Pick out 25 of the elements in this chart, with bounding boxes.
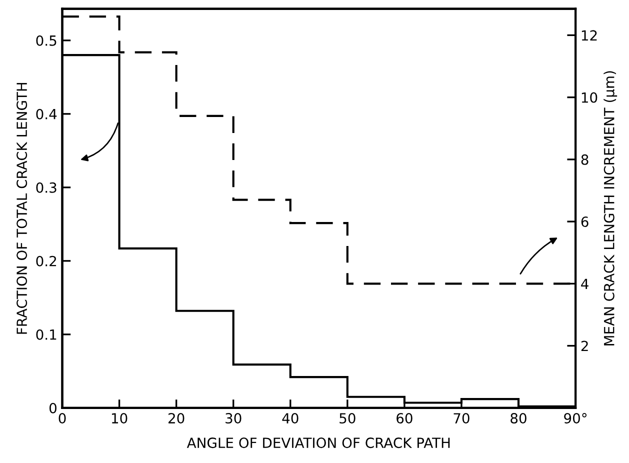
x-tick-label: 20 bbox=[168, 413, 184, 424]
y-axis-title: FRACTION OF TOTAL CRACK LENGTH bbox=[16, 82, 28, 334]
x-tick-label: 80 bbox=[510, 413, 526, 424]
x-tick-label: 10 bbox=[112, 413, 128, 424]
y2-tick-label: 2 bbox=[581, 340, 588, 352]
y2-tick-label: 10 bbox=[582, 92, 598, 103]
x-tick-label: 40 bbox=[282, 413, 298, 424]
y-tick-label: 0.5 bbox=[36, 35, 56, 46]
x-tick-label: 60 bbox=[396, 413, 412, 424]
x-tick-label: 90° bbox=[564, 413, 587, 424]
y-tick-label: 0.1 bbox=[36, 329, 56, 340]
y-tick-label: 0.2 bbox=[36, 256, 56, 266]
y-tick-label: 0.4 bbox=[36, 108, 57, 120]
x-axis-title: ANGLE OF DEVIATION OF CRACK PATH bbox=[186, 438, 450, 448]
x-tick-label: 0 bbox=[58, 413, 66, 424]
y-tick-label: 0.3 bbox=[36, 182, 56, 193]
y2-tick-label: 8 bbox=[581, 154, 588, 165]
x-tick-label: 50 bbox=[340, 413, 356, 424]
y2-tick-label: 6 bbox=[581, 216, 588, 228]
y-tick-label: 0 bbox=[49, 402, 56, 414]
y2-tick-label: 12 bbox=[582, 30, 597, 40]
x-tick-label: 70 bbox=[454, 413, 470, 424]
y2-tick-label: 4 bbox=[581, 278, 588, 289]
y2-axis-title: MEAN CRACK LENGTH INCREMENT (μm) bbox=[604, 71, 618, 346]
x-tick-label: 30 bbox=[226, 413, 242, 424]
